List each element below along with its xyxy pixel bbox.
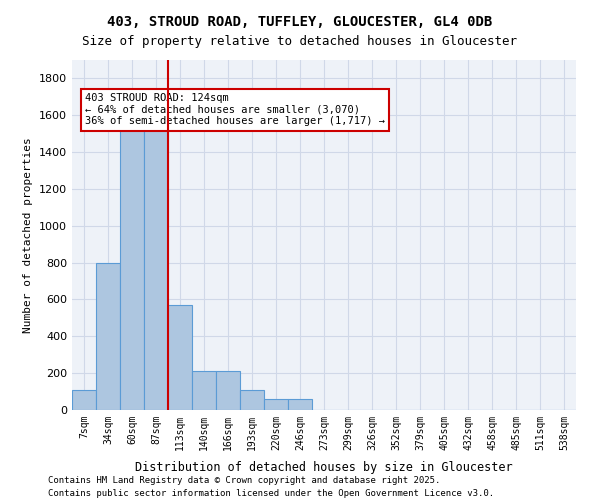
Bar xyxy=(120,128,144,410)
Bar xyxy=(96,262,120,410)
Text: 403, STROUD ROAD, TUFFLEY, GLOUCESTER, GL4 0DB: 403, STROUD ROAD, TUFFLEY, GLOUCESTER, G… xyxy=(107,15,493,29)
Bar xyxy=(264,399,288,410)
Bar xyxy=(288,399,312,410)
X-axis label: Distribution of detached houses by size in Gloucester: Distribution of detached houses by size … xyxy=(135,461,513,474)
Text: Contains public sector information licensed under the Open Government Licence v3: Contains public sector information licen… xyxy=(48,488,494,498)
Bar xyxy=(72,390,96,410)
Text: Size of property relative to detached houses in Gloucester: Size of property relative to detached ho… xyxy=(83,35,517,48)
Text: Contains HM Land Registry data © Crown copyright and database right 2025.: Contains HM Land Registry data © Crown c… xyxy=(48,476,440,485)
Y-axis label: Number of detached properties: Number of detached properties xyxy=(23,137,34,333)
Bar xyxy=(240,390,264,410)
Bar xyxy=(216,372,240,410)
Bar xyxy=(192,372,216,410)
Bar xyxy=(144,128,168,410)
Bar xyxy=(168,305,192,410)
Text: 403 STROUD ROAD: 124sqm
← 64% of detached houses are smaller (3,070)
36% of semi: 403 STROUD ROAD: 124sqm ← 64% of detache… xyxy=(85,93,385,126)
